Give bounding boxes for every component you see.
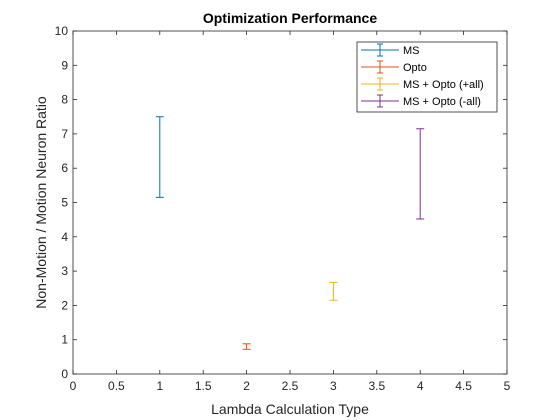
legend: MS Opto MS + Opto (+all) MS + Opto (-all) [356,41,498,113]
x-tick-label: 1 [156,379,163,393]
y-tick-label: 7 [61,127,68,141]
x-tick-label: 0 [70,379,77,393]
error-bars [155,116,425,350]
y-tick-label: 6 [61,161,68,175]
y-tick-label: 2 [61,298,68,312]
error-bar-3 [416,128,425,220]
x-tick-label: 0.5 [108,379,125,393]
error-bar-1 [242,343,251,350]
y-axis-label: Non-Motion / Motion Neuron Ratio [33,96,49,309]
y-tick-label: 5 [61,196,68,210]
x-tick-label: 4 [417,379,424,393]
x-tick-label: 2 [243,379,250,393]
y-tick-label: 3 [61,264,68,278]
error-bar-2 [329,281,338,301]
y-tick-label: 0 [61,367,68,381]
y-tick-label: 8 [61,93,68,107]
legend-entry-1: Opto [361,60,427,74]
legend-label: MS [403,45,420,57]
chart-title: Optimization Performance [203,10,377,26]
legend-entry-3: MS + Opto (-all) [361,94,481,108]
x-tick-label: 1.5 [195,379,212,393]
x-tick-label: 2.5 [282,379,299,393]
x-axis-label: Lambda Calculation Type [211,401,369,417]
y-tick-label: 4 [61,230,68,244]
legend-label: MS + Opto (-all) [403,96,481,108]
legend-label: Opto [403,62,427,74]
legend-entry-0: MS [361,43,420,57]
x-tick-label: 5 [504,379,511,393]
x-tick-label: 4.5 [455,379,472,393]
x-tick-label: 3.5 [368,379,385,393]
x-tick-label: 3 [330,379,337,393]
legend-entry-2: MS + Opto (+all) [361,77,484,91]
legend-label: MS + Opto (+all) [403,79,484,91]
error-bar-0 [155,116,164,198]
y-axis: 0 1 2 3 4 5 6 7 8 9 10 [55,24,507,381]
x-axis: 0 0.5 1 1.5 2 2.5 3 3.5 4 4.5 5 [70,31,511,393]
y-tick-label: 1 [61,333,68,347]
y-tick-label: 9 [61,58,68,72]
y-tick-label: 10 [55,24,69,38]
